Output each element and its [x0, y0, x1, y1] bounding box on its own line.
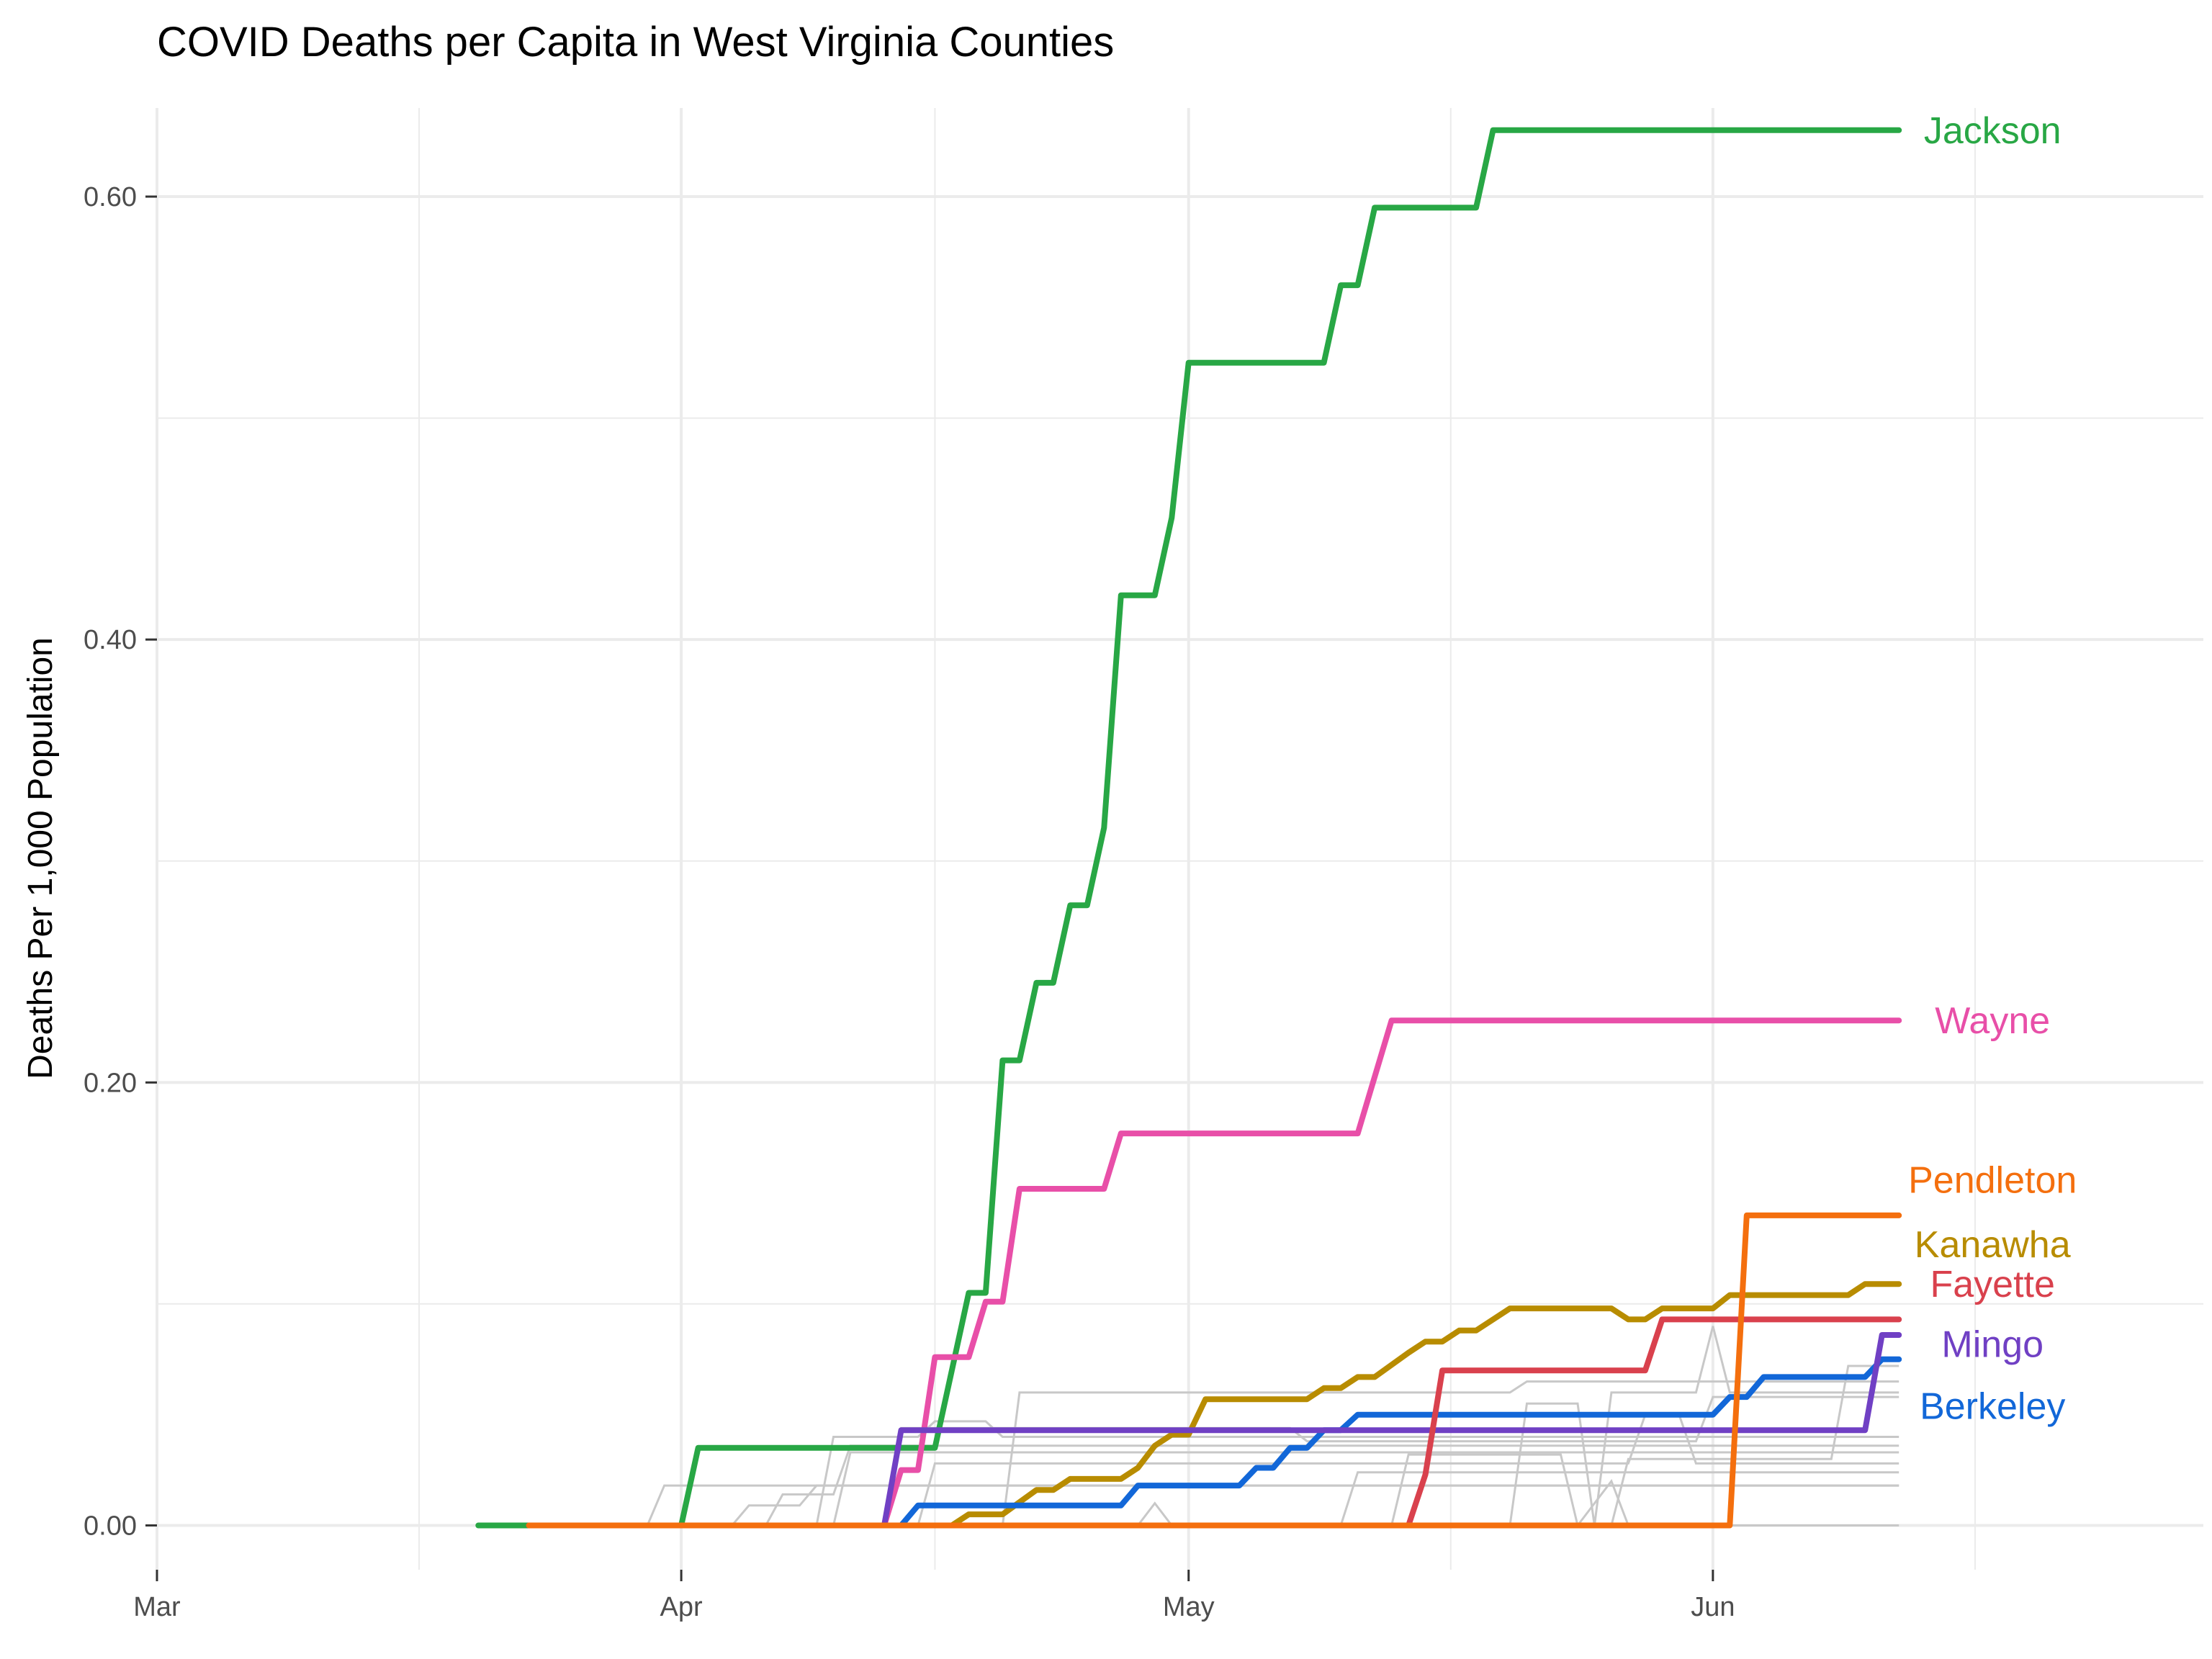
y-axis-ticks: 0.00 0.20 0.40 0.60: [84, 182, 157, 1541]
chart-title: COVID Deaths per Capita in West Virginia…: [157, 19, 1114, 66]
grid: [156, 108, 2203, 1570]
y-tick-label: 0.00: [84, 1511, 137, 1541]
end-label-wayne: Wayne: [1935, 1000, 2050, 1042]
background-county-line: [1001, 1380, 1899, 1526]
x-tick-label: Mar: [133, 1592, 181, 1622]
background-county-line: [1339, 1471, 1899, 1526]
background-county-line: [815, 1420, 1899, 1526]
end-label-mingo: Mingo: [1941, 1323, 2044, 1365]
background-county-line: [832, 1451, 1899, 1526]
x-tick-label: Jun: [1691, 1592, 1735, 1622]
series-line-wayne: [814, 1017, 1902, 1529]
series-line-berkeley: [881, 1356, 1902, 1529]
background-county-line: [1087, 1326, 1899, 1527]
end-label-pendleton: Pendleton: [1908, 1160, 2077, 1202]
series-line-fayette: [526, 1316, 1902, 1529]
x-axis-ticks: Mar Apr May Jun: [133, 1570, 1735, 1622]
y-tick-label: 0.40: [84, 625, 137, 655]
end-label-fayette: Fayette: [1930, 1264, 2055, 1305]
y-tick-label: 0.20: [84, 1068, 137, 1098]
background-county-line: [799, 1453, 1899, 1528]
y-axis-title: Deaths Per 1,000 Population: [22, 637, 60, 1079]
x-tick-label: Apr: [660, 1592, 703, 1622]
series-line-kanawha: [526, 1281, 1902, 1529]
y-tick-label: 0.60: [84, 182, 137, 212]
x-tick-label: May: [1163, 1592, 1215, 1622]
end-label-kanawha: Kanawha: [1915, 1224, 2071, 1266]
end-label-jackson: Jackson: [1924, 110, 2062, 152]
end-label-berkeley: Berkeley: [1920, 1385, 2065, 1427]
highlighted-county-lines: [475, 127, 1902, 1529]
series-line-pendleton: [526, 1212, 1902, 1529]
background-county-lines: [478, 1326, 1899, 1528]
